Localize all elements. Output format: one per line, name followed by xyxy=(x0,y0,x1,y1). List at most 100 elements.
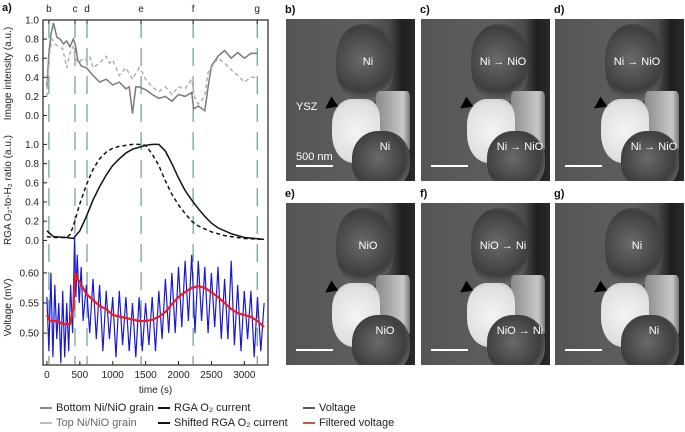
y-tick-label: 0.8 xyxy=(25,35,39,46)
scale-bar xyxy=(431,165,468,167)
legend-label: Bottom Ni/NiO grain xyxy=(56,402,154,414)
micrograph-f: NiO → Ni NiO → Ni xyxy=(421,203,550,365)
series-shifted-rga-o-current xyxy=(46,143,265,241)
chart-a: b c d e f g 0.0 0.2 0.4 0.6 0.8 1.0 Image intensity … xyxy=(3,4,269,396)
legend-label: Top Ni/NiO grain xyxy=(56,417,137,429)
legend-label: Filtered voltage xyxy=(319,417,395,429)
event-label-g: g xyxy=(254,4,260,15)
bottom-grain xyxy=(621,315,679,365)
top-grain xyxy=(471,208,529,286)
bottom-grain xyxy=(487,315,545,365)
top-grain-label: NiO → Ni xyxy=(479,240,527,252)
series-rga-o-current xyxy=(46,143,265,241)
x-axis-label: time (s) xyxy=(139,385,172,396)
micrograph-b: Ni Ni YSZ 500 nm xyxy=(286,19,415,181)
scale-bar-label: 500 nm xyxy=(296,151,333,163)
scale-bar xyxy=(296,349,333,351)
panel-label-b: b) xyxy=(285,4,296,16)
top-grain-label: Ni → NiO xyxy=(479,56,527,68)
y-axis-label-2: Voltage (mV) xyxy=(3,279,14,337)
legend-swatch xyxy=(40,422,52,424)
bottom-grain-label: NiO → Ni xyxy=(496,325,544,337)
micrograph-c: Ni → NiO Ni → NiO xyxy=(421,19,550,181)
x-tick-label: 1500 xyxy=(135,370,158,381)
micrograph-g: Ni Ni xyxy=(555,203,684,365)
x-tick-label: 1000 xyxy=(102,370,125,381)
scale-bar xyxy=(565,165,602,167)
legend-bottom-grain: Bottom Ni/NiO grain xyxy=(40,402,154,414)
top-grain xyxy=(336,208,394,286)
x-tick-label: 3000 xyxy=(233,370,256,381)
legend-shifted-rga: Shifted RGA O₂ current xyxy=(158,417,288,429)
y-tick-label: 0.0 xyxy=(25,236,39,247)
y-tick-label: 0.0 xyxy=(25,111,39,122)
series-top-ni-nio-grain xyxy=(46,36,258,106)
legend-swatch xyxy=(158,422,170,424)
series-voltage xyxy=(46,236,265,364)
y-tick-label: 1.0 xyxy=(25,140,39,151)
legend-swatch xyxy=(40,407,52,409)
y-tick-label: 0.6 xyxy=(25,54,39,65)
legend-label: RGA O₂ current xyxy=(174,402,251,414)
x-tick-label: 2500 xyxy=(200,370,223,381)
legend-rga: RGA O₂ current xyxy=(158,402,250,414)
y-tick-label: 0.50 xyxy=(20,329,40,340)
legend-swatch xyxy=(303,422,315,424)
y-tick-label: 1.0 xyxy=(25,16,39,27)
y-tick-label: 0.8 xyxy=(25,159,39,170)
top-grain xyxy=(336,24,394,102)
y-tick-label: 0.6 xyxy=(25,178,39,189)
event-label-c: c xyxy=(72,4,77,15)
y-tick-label: 0.60 xyxy=(20,268,40,279)
panel-label-g: g) xyxy=(554,188,565,200)
event-label-b: b xyxy=(46,4,52,15)
y-tick-label: 0.2 xyxy=(25,92,39,103)
ysz-label: YSZ xyxy=(296,101,318,113)
y-tick-label: 0.55 xyxy=(20,298,40,309)
micrograph-e: NiO NiO xyxy=(286,203,415,365)
bottom-grain-label: Ni → NiO xyxy=(630,141,678,153)
x-tick-label: 0 xyxy=(44,370,50,381)
top-grain xyxy=(605,208,663,286)
series-bottom-ni-nio-grain xyxy=(46,22,258,114)
bottom-grain-label: Ni xyxy=(379,141,391,153)
scale-bar xyxy=(431,349,468,351)
top-grain-label: NiO xyxy=(358,240,378,252)
bottom-grain xyxy=(621,131,679,181)
scale-bar xyxy=(565,349,602,351)
x-tick-label: 500 xyxy=(71,370,88,381)
bottom-grain-label: NiO xyxy=(375,325,395,337)
y-axis-label-1: RGA O₂-to-H₂ ratio (a.u.) xyxy=(3,135,14,245)
event-label-e: e xyxy=(138,4,144,15)
legend-swatch xyxy=(303,407,315,409)
legend-voltage: Voltage xyxy=(303,402,356,414)
top-grain-label: Ni xyxy=(362,56,374,68)
bottom-grain-label: Ni → NiO xyxy=(496,141,544,153)
panel-label-e: e) xyxy=(285,188,295,200)
bottom-grain-label: Ni xyxy=(648,325,660,337)
legend-swatch xyxy=(158,407,170,409)
panel-label-a: a) xyxy=(2,2,12,14)
legend-label: Voltage xyxy=(319,402,356,414)
legend-top-grain: Top Ni/NiO grain xyxy=(40,417,137,429)
panel-label-f: f) xyxy=(420,188,428,200)
y-axis-label-0: Image intensity (a.u.) xyxy=(3,27,14,120)
event-label-f: f xyxy=(192,4,195,15)
series-filtered-voltage xyxy=(45,272,265,328)
top-grain-label: Ni xyxy=(631,240,643,252)
plot-frame xyxy=(42,19,269,366)
bottom-grain xyxy=(352,131,410,181)
bottom-grain xyxy=(352,315,410,365)
legend-label: Shifted RGA O₂ current xyxy=(174,417,288,429)
event-label-d: d xyxy=(84,4,90,15)
x-tick-label: 2000 xyxy=(167,370,190,381)
top-grain xyxy=(605,24,663,102)
top-grain-label: Ni → NiO xyxy=(613,56,661,68)
panel-label-d: d) xyxy=(554,4,565,16)
scale-bar xyxy=(296,165,333,167)
panel-label-c: c) xyxy=(420,4,430,16)
micrograph-d: Ni → NiO Ni → NiO xyxy=(555,19,684,181)
legend-filtered-voltage: Filtered voltage xyxy=(303,417,394,429)
y-tick-label: 0.4 xyxy=(25,73,39,84)
